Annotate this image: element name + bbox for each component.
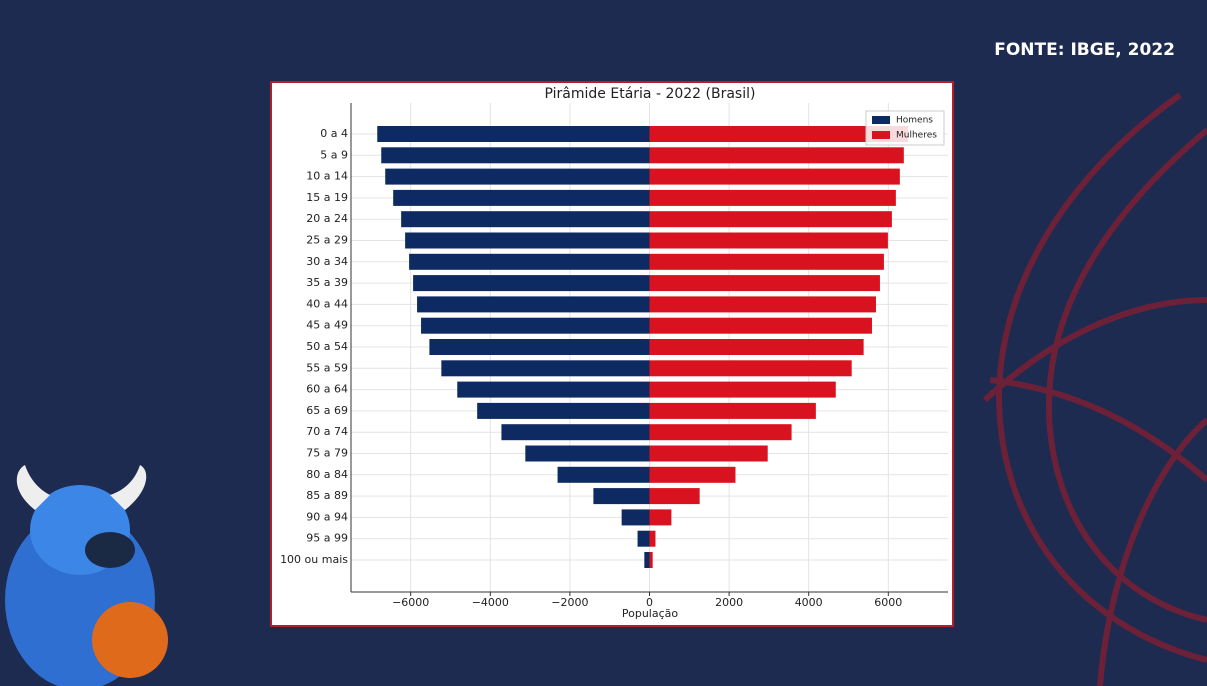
x-tick-label: 2000 <box>715 596 743 609</box>
x-tick-label: −4000 <box>472 596 509 609</box>
bar <box>409 253 650 270</box>
bar <box>417 296 650 313</box>
y-tick-label: 70 a 74 <box>306 425 348 438</box>
bar <box>649 147 904 164</box>
y-tick-label: 95 a 99 <box>306 532 348 545</box>
bar <box>421 317 650 334</box>
y-tick-label: 75 a 79 <box>306 447 348 460</box>
bar <box>649 232 888 249</box>
y-tick-label: 65 a 69 <box>306 404 348 417</box>
bar <box>649 253 884 270</box>
x-tick-label: 6000 <box>874 596 902 609</box>
legend-label: Mulheres <box>896 131 937 141</box>
y-tick-label: 35 a 39 <box>306 276 348 289</box>
bar <box>377 126 650 142</box>
bar <box>381 147 650 164</box>
bar <box>457 381 650 398</box>
bar <box>405 232 650 249</box>
y-tick-label: 60 a 64 <box>306 383 348 396</box>
chart-title: Pirâmide Etária - 2022 (Brasil) <box>545 86 756 102</box>
bar <box>649 126 909 142</box>
legend-swatch <box>872 131 890 139</box>
y-tick-label: 10 a 14 <box>306 170 348 183</box>
y-tick-label: 80 a 84 <box>306 468 348 481</box>
y-tick-label: 30 a 34 <box>306 255 348 268</box>
bar <box>621 509 650 526</box>
bar <box>649 509 672 526</box>
bar <box>649 488 700 505</box>
basketball-decoration <box>982 92 1207 686</box>
bar <box>393 189 650 206</box>
bar <box>637 530 650 547</box>
y-tick-label: 85 a 89 <box>306 489 348 502</box>
bar <box>477 402 650 419</box>
x-tick-label: 0 <box>646 596 653 609</box>
bar <box>413 275 650 292</box>
bar <box>557 466 650 483</box>
bar <box>649 424 792 441</box>
bar <box>644 552 650 568</box>
bar <box>649 317 872 334</box>
source-label: FONTE: IBGE, 2022 <box>994 40 1175 60</box>
bar <box>649 189 896 206</box>
bar <box>649 168 900 185</box>
bar <box>649 552 653 568</box>
y-tick-label: 90 a 94 <box>306 510 348 523</box>
bar <box>649 530 656 547</box>
bar <box>649 360 852 377</box>
y-tick-label: 25 a 29 <box>306 234 348 247</box>
bar <box>649 381 836 398</box>
bar <box>649 402 816 419</box>
x-tick-label: −6000 <box>392 596 429 609</box>
bar <box>649 296 876 313</box>
x-axis-label: População <box>622 607 679 620</box>
y-tick-label: 50 a 54 <box>306 340 348 353</box>
bar <box>525 445 650 462</box>
bar <box>429 339 650 355</box>
bar <box>385 168 650 185</box>
legend-label: Homens <box>896 116 933 126</box>
bar <box>649 445 768 462</box>
y-tick-label: 15 a 19 <box>306 191 348 204</box>
mascot <box>5 465 168 686</box>
bar <box>401 211 650 228</box>
y-tick-label: 40 a 44 <box>306 297 348 310</box>
bar <box>649 466 736 483</box>
bar <box>649 339 864 355</box>
y-tick-label: 20 a 24 <box>306 212 348 225</box>
y-tick-label: 45 a 49 <box>306 319 348 332</box>
bar <box>501 424 650 441</box>
legend-swatch <box>872 116 890 124</box>
x-tick-label: −2000 <box>551 596 588 609</box>
bar <box>441 360 650 377</box>
y-tick-label: 55 a 59 <box>306 361 348 374</box>
y-tick-label: 5 a 9 <box>320 148 348 161</box>
bar <box>593 488 650 505</box>
y-tick-label: 0 a 4 <box>320 127 348 140</box>
bar <box>649 275 880 292</box>
y-tick-label: 100 ou mais <box>280 553 348 566</box>
bar <box>649 211 892 228</box>
x-tick-label: 4000 <box>795 596 823 609</box>
